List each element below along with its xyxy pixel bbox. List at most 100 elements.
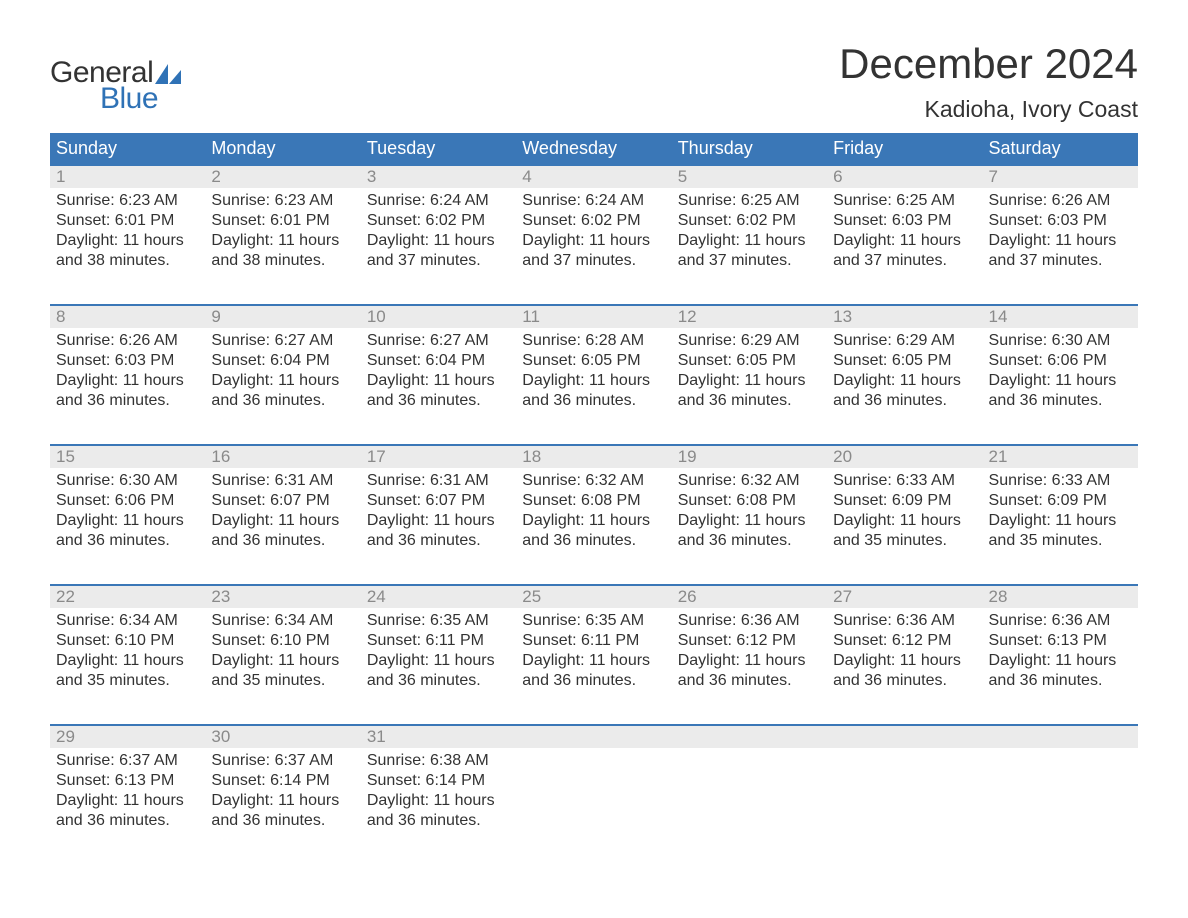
- weeks-container: 1 Sunrise: 6:23 AMSunset: 6:01 PMDaylight…: [50, 164, 1138, 846]
- day-number: 15: [50, 446, 205, 468]
- day-detail-text: Sunrise: 6:28 AMSunset: 6:05 PMDaylight:…: [522, 331, 665, 411]
- day-cell: 3 Sunrise: 6:24 AMSunset: 6:02 PMDaylight…: [361, 166, 516, 286]
- day-cell: [672, 726, 827, 846]
- day-cell: [516, 726, 671, 846]
- day-detail-text: Sunrise: 6:24 AMSunset: 6:02 PMDaylight:…: [367, 191, 510, 271]
- day-detail-text: Sunrise: 6:25 AMSunset: 6:02 PMDaylight:…: [678, 191, 821, 271]
- day-detail-text: Sunrise: 6:25 AMSunset: 6:03 PMDaylight:…: [833, 191, 976, 271]
- day-cell: 29 Sunrise: 6:37 AMSunset: 6:13 PMDayligh…: [50, 726, 205, 846]
- day-cell: 31 Sunrise: 6:38 AMSunset: 6:14 PMDayligh…: [361, 726, 516, 846]
- day-cell: 1 Sunrise: 6:23 AMSunset: 6:01 PMDaylight…: [50, 166, 205, 286]
- day-cell: 13Sunrise: 6:29 AMSunset: 6:05 PMDayligh…: [827, 306, 982, 426]
- day-detail-text: Sunrise: 6:31 AMSunset: 6:07 PMDaylight:…: [211, 471, 354, 551]
- day-number-empty: [827, 726, 982, 748]
- day-number: 27: [827, 586, 982, 608]
- day-detail-text: Sunrise: 6:26 AMSunset: 6:03 PMDaylight:…: [989, 191, 1132, 271]
- day-number: 17: [361, 446, 516, 468]
- day-cell: 25 Sunrise: 6:35 AMSunset: 6:11 PMDayligh…: [516, 586, 671, 706]
- day-number: 12: [672, 306, 827, 328]
- day-number: 21: [983, 446, 1138, 468]
- day-detail-text: Sunrise: 6:37 AMSunset: 6:13 PMDaylight:…: [56, 751, 199, 831]
- day-number: 23: [205, 586, 360, 608]
- day-number: 14: [983, 306, 1138, 328]
- day-number: 26: [672, 586, 827, 608]
- title-block: December 2024 Kadioha, Ivory Coast: [839, 40, 1138, 123]
- day-detail-text: Sunrise: 6:32 AMSunset: 6:08 PMDaylight:…: [522, 471, 665, 551]
- day-detail-text: Sunrise: 6:36 AMSunset: 6:12 PMDaylight:…: [678, 611, 821, 691]
- day-number: 18: [516, 446, 671, 468]
- day-number: 25: [516, 586, 671, 608]
- day-header-cell: Thursday: [672, 133, 827, 164]
- day-cell: 27Sunrise: 6:36 AMSunset: 6:12 PMDayligh…: [827, 586, 982, 706]
- week-row: 15Sunrise: 6:30 AMSunset: 6:06 PMDayligh…: [50, 444, 1138, 566]
- day-cell: 22Sunrise: 6:34 AMSunset: 6:10 PMDayligh…: [50, 586, 205, 706]
- day-detail-text: Sunrise: 6:23 AMSunset: 6:01 PMDaylight:…: [56, 191, 199, 271]
- day-cell: [983, 726, 1138, 846]
- calendar: SundayMondayTuesdayWednesdayThursdayFrid…: [50, 133, 1138, 846]
- day-cell: 17 Sunrise: 6:31 AMSunset: 6:07 PMDayligh…: [361, 446, 516, 566]
- day-cell: 10Sunrise: 6:27 AMSunset: 6:04 PMDayligh…: [361, 306, 516, 426]
- day-number: 3: [361, 166, 516, 188]
- day-number: 10: [361, 306, 516, 328]
- logo-word-blue: Blue: [100, 84, 181, 114]
- day-number: 11: [516, 306, 671, 328]
- day-number-empty: [672, 726, 827, 748]
- day-number: 31: [361, 726, 516, 748]
- day-cell: 21 Sunrise: 6:33 AMSunset: 6:09 PMDayligh…: [983, 446, 1138, 566]
- day-detail-text: Sunrise: 6:34 AMSunset: 6:10 PMDaylight:…: [211, 611, 354, 691]
- day-header-cell: Friday: [827, 133, 982, 164]
- day-cell: 19 Sunrise: 6:32 AMSunset: 6:08 PMDayligh…: [672, 446, 827, 566]
- day-cell: 23 Sunrise: 6:34 AMSunset: 6:10 PMDayligh…: [205, 586, 360, 706]
- day-detail-text: Sunrise: 6:36 AMSunset: 6:13 PMDaylight:…: [989, 611, 1132, 691]
- location-subtitle: Kadioha, Ivory Coast: [839, 96, 1138, 123]
- day-header-cell: Wednesday: [516, 133, 671, 164]
- day-number: 16: [205, 446, 360, 468]
- day-cell: 8Sunrise: 6:26 AMSunset: 6:03 PMDaylight…: [50, 306, 205, 426]
- day-cell: 2 Sunrise: 6:23 AMSunset: 6:01 PMDaylight…: [205, 166, 360, 286]
- day-detail-text: Sunrise: 6:33 AMSunset: 6:09 PMDaylight:…: [989, 471, 1132, 551]
- logo: General Blue: [50, 40, 181, 114]
- day-detail-text: Sunrise: 6:31 AMSunset: 6:07 PMDaylight:…: [367, 471, 510, 551]
- day-number: 30: [205, 726, 360, 748]
- day-number: 7: [983, 166, 1138, 188]
- day-detail-text: Sunrise: 6:29 AMSunset: 6:05 PMDaylight:…: [678, 331, 821, 411]
- day-cell: 18 Sunrise: 6:32 AMSunset: 6:08 PMDayligh…: [516, 446, 671, 566]
- day-detail-text: Sunrise: 6:30 AMSunset: 6:06 PMDaylight:…: [989, 331, 1132, 411]
- day-cell: 14 Sunrise: 6:30 AMSunset: 6:06 PMDayligh…: [983, 306, 1138, 426]
- day-cell: 15Sunrise: 6:30 AMSunset: 6:06 PMDayligh…: [50, 446, 205, 566]
- day-cell: 20 Sunrise: 6:33 AMSunset: 6:09 PMDayligh…: [827, 446, 982, 566]
- day-cell: 7 Sunrise: 6:26 AMSunset: 6:03 PMDaylight…: [983, 166, 1138, 286]
- day-cell: 30 Sunrise: 6:37 AMSunset: 6:14 PMDayligh…: [205, 726, 360, 846]
- day-header-cell: Monday: [205, 133, 360, 164]
- day-detail-text: Sunrise: 6:37 AMSunset: 6:14 PMDaylight:…: [211, 751, 354, 831]
- day-detail-text: Sunrise: 6:38 AMSunset: 6:14 PMDaylight:…: [367, 751, 510, 831]
- day-detail-text: Sunrise: 6:35 AMSunset: 6:11 PMDaylight:…: [522, 611, 665, 691]
- day-cell: 16 Sunrise: 6:31 AMSunset: 6:07 PMDayligh…: [205, 446, 360, 566]
- day-number: 28: [983, 586, 1138, 608]
- day-cell: 26 Sunrise: 6:36 AMSunset: 6:12 PMDayligh…: [672, 586, 827, 706]
- day-number: 1: [50, 166, 205, 188]
- day-cell: 11 Sunrise: 6:28 AMSunset: 6:05 PMDayligh…: [516, 306, 671, 426]
- day-cell: 28 Sunrise: 6:36 AMSunset: 6:13 PMDayligh…: [983, 586, 1138, 706]
- day-detail-text: Sunrise: 6:27 AMSunset: 6:04 PMDaylight:…: [211, 331, 354, 411]
- day-cell: 4Sunrise: 6:24 AMSunset: 6:02 PMDaylight…: [516, 166, 671, 286]
- day-number: 24: [361, 586, 516, 608]
- day-number-empty: [983, 726, 1138, 748]
- logo-sail-icon: [155, 64, 181, 84]
- week-row: 22Sunrise: 6:34 AMSunset: 6:10 PMDayligh…: [50, 584, 1138, 706]
- day-header-row: SundayMondayTuesdayWednesdayThursdayFrid…: [50, 133, 1138, 164]
- day-detail-text: Sunrise: 6:32 AMSunset: 6:08 PMDaylight:…: [678, 471, 821, 551]
- day-number-empty: [516, 726, 671, 748]
- day-cell: 24Sunrise: 6:35 AMSunset: 6:11 PMDayligh…: [361, 586, 516, 706]
- week-row: 8Sunrise: 6:26 AMSunset: 6:03 PMDaylight…: [50, 304, 1138, 426]
- day-detail-text: Sunrise: 6:33 AMSunset: 6:09 PMDaylight:…: [833, 471, 976, 551]
- day-number: 2: [205, 166, 360, 188]
- day-cell: 6Sunrise: 6:25 AMSunset: 6:03 PMDaylight…: [827, 166, 982, 286]
- day-number: 19: [672, 446, 827, 468]
- day-detail-text: Sunrise: 6:23 AMSunset: 6:01 PMDaylight:…: [211, 191, 354, 271]
- day-number: 20: [827, 446, 982, 468]
- day-number: 29: [50, 726, 205, 748]
- day-header-cell: Sunday: [50, 133, 205, 164]
- day-cell: 12 Sunrise: 6:29 AMSunset: 6:05 PMDayligh…: [672, 306, 827, 426]
- day-cell: 9Sunrise: 6:27 AMSunset: 6:04 PMDaylight…: [205, 306, 360, 426]
